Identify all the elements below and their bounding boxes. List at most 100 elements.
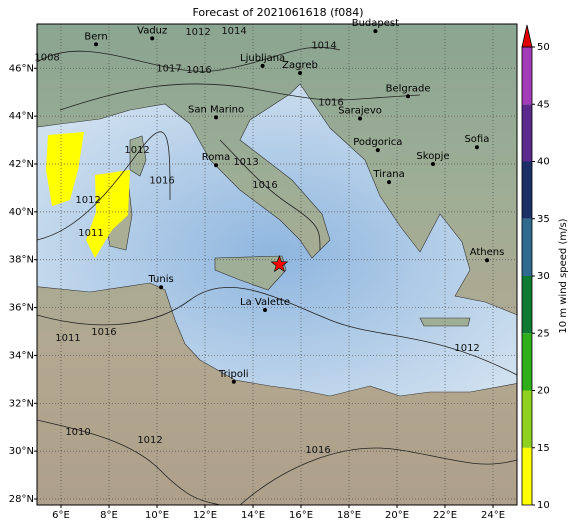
isobar bbox=[59, 83, 421, 111]
city-dot bbox=[260, 63, 265, 68]
isobar-label: 1014 bbox=[311, 40, 336, 51]
city-dot bbox=[474, 145, 479, 150]
colorbar-tick-label: 20 bbox=[537, 386, 550, 397]
y-tick-label: 34°N bbox=[9, 350, 34, 361]
isobar-label: 1012 bbox=[137, 435, 162, 446]
colorbar-segment bbox=[522, 333, 532, 391]
corsica bbox=[129, 135, 147, 177]
city-dot bbox=[214, 115, 219, 120]
colorbar-tick-label: 40 bbox=[537, 157, 550, 168]
x-tick-label: 6°E bbox=[52, 510, 70, 521]
city-dot bbox=[214, 163, 219, 168]
isobar-label: 1012 bbox=[185, 27, 210, 38]
colorbar-tick-label: 45 bbox=[537, 99, 550, 110]
colorbar-segment bbox=[522, 104, 532, 162]
city-label: Skopje bbox=[416, 151, 449, 162]
colorbar-tick-label: 15 bbox=[537, 443, 550, 454]
y-tick-label: 36°N bbox=[9, 303, 34, 314]
city-label: Tunis bbox=[147, 274, 173, 285]
isobar-label: 1012 bbox=[124, 145, 149, 156]
x-tick-label: 10°E bbox=[145, 510, 169, 521]
city-label: Athens bbox=[470, 247, 505, 258]
x-tick-label: 22°E bbox=[433, 510, 457, 521]
city-dot bbox=[263, 307, 267, 312]
y-tick-label: 38°N bbox=[9, 255, 34, 266]
city-dot bbox=[431, 161, 435, 166]
isobar-label: 1016 bbox=[305, 445, 330, 456]
x-tick-label: 16°E bbox=[289, 510, 313, 521]
isobar-label: 1012 bbox=[75, 195, 100, 206]
isobar bbox=[239, 447, 517, 505]
city-label: San Marino bbox=[188, 104, 244, 115]
city-label: Sarajevo bbox=[338, 106, 382, 117]
colorbar-segment bbox=[522, 47, 532, 105]
city-dot bbox=[298, 71, 303, 76]
overlays: 1008 1012 1014 1014 1017 1016 1016 1012 1011 1016… bbox=[34, 18, 504, 456]
isobar-label: 1016 bbox=[318, 97, 343, 108]
city-dot bbox=[150, 36, 155, 41]
isobar-label: 1010 bbox=[65, 427, 90, 438]
map-frame bbox=[36, 23, 518, 506]
city-label: Sofia bbox=[464, 134, 489, 145]
y-tick-label: 40°N bbox=[9, 207, 34, 218]
isobar bbox=[37, 419, 221, 505]
graticule: 6°E 8°E 10°E 12°E 14°E 16°E 18°E 20°E 22°E 24°E 28… bbox=[9, 24, 517, 521]
isobar-label: 1016 bbox=[252, 180, 277, 191]
x-tick-label: 8°E bbox=[100, 510, 118, 521]
city-label: Roma bbox=[202, 152, 231, 163]
isobar bbox=[37, 131, 171, 241]
isobar-label: 1014 bbox=[221, 26, 246, 37]
y-tick-label: 30°N bbox=[9, 446, 34, 457]
isobar-label: 1011 bbox=[78, 228, 103, 239]
city-label: Tripoli bbox=[218, 369, 249, 380]
isobar-lines bbox=[37, 46, 517, 505]
location-star bbox=[270, 255, 289, 273]
colorbar-tick-label: 10 bbox=[537, 500, 550, 511]
y-tick-label: 28°N bbox=[9, 494, 34, 505]
sicily bbox=[214, 255, 287, 291]
isobar-label: 1008 bbox=[34, 52, 59, 63]
x-tick-label: 24°E bbox=[481, 510, 505, 521]
city-dot bbox=[358, 116, 363, 121]
isobar-label: 1013 bbox=[233, 157, 258, 168]
colorbar-segment bbox=[522, 218, 532, 276]
colorbar-tick-label: 25 bbox=[537, 328, 550, 339]
colorbar-segment bbox=[522, 447, 532, 505]
city-label: Tirana bbox=[372, 169, 404, 180]
city-label: Belgrade bbox=[386, 83, 431, 94]
colorbar-tick-label: 30 bbox=[537, 271, 550, 282]
colorbar-segment bbox=[522, 161, 532, 219]
city-label: Podgorica bbox=[353, 137, 402, 148]
x-tick-label: 14°E bbox=[241, 510, 265, 521]
isobar-label: 1012 bbox=[454, 343, 479, 354]
colorbar-segment bbox=[522, 276, 532, 334]
city-label: Ljubljana bbox=[240, 53, 285, 64]
colorbar-extend bbox=[521, 24, 533, 48]
colorbar: 10 15 20 25 30 35 40 45 50 10 m wind speed (m/s) bbox=[521, 24, 569, 511]
city-dot bbox=[94, 42, 99, 47]
isobar bbox=[37, 46, 341, 72]
y-tick-label: 32°N bbox=[9, 398, 34, 409]
isobar-label: 1016 bbox=[149, 175, 174, 186]
city-label: Vaduz bbox=[137, 25, 167, 36]
isobar bbox=[37, 286, 517, 376]
wind-fill bbox=[86, 170, 130, 258]
isobar-label: 1011 bbox=[55, 333, 80, 344]
city-dot bbox=[231, 379, 236, 384]
city-dot bbox=[387, 180, 392, 185]
y-tick-label: 42°N bbox=[9, 159, 34, 170]
isobar-label: 1017 bbox=[156, 63, 181, 74]
isobar bbox=[219, 139, 321, 251]
colorbar-label: 10 m wind speed (m/s) bbox=[558, 218, 569, 333]
title: Forecast of 2021061618 (f084) bbox=[192, 6, 363, 19]
city-label: Zagreb bbox=[282, 60, 318, 71]
city-label: Bern bbox=[84, 31, 107, 42]
wind-fill bbox=[46, 132, 84, 206]
city-dot bbox=[159, 285, 164, 290]
y-tick-label: 46°N bbox=[9, 63, 34, 74]
city-dot bbox=[406, 94, 411, 99]
city-dot bbox=[485, 258, 489, 263]
city-dot bbox=[373, 29, 378, 34]
colorbar-tick-label: 35 bbox=[537, 214, 550, 225]
